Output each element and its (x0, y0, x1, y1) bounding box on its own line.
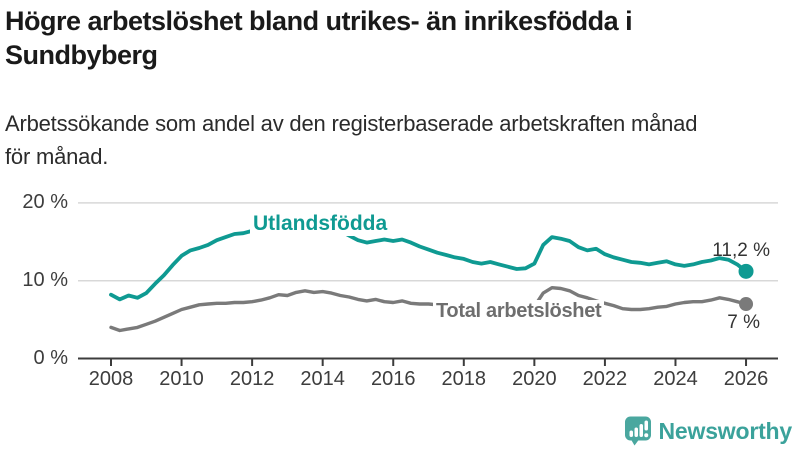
end-value-label-utlandsfodda: 11,2 % (712, 240, 770, 261)
series-end-dot-1 (739, 297, 754, 312)
series-end-dots (738, 263, 754, 312)
series-label-total-arbetsloshet: Total arbetslöshet (433, 300, 605, 323)
x-tick-label: 2024 (653, 368, 698, 390)
x-tick-label: 2010 (159, 368, 204, 390)
y-tick-label: 0 % (33, 347, 68, 369)
x-tick-label: 2014 (300, 368, 345, 390)
y-tick-label: 10 % (22, 269, 68, 292)
chart-subtitle: Arbetssökande som andel av den registerb… (5, 107, 797, 173)
x-tick-label: 2012 (229, 368, 275, 390)
x-tick-label: 2026 (723, 368, 769, 390)
page-title: Högre arbetslöshet bland utrikes- än inr… (5, 4, 797, 72)
end-value-label-total: 7 % (727, 312, 760, 333)
x-axis (78, 357, 778, 366)
subtitle-line-1: Arbetssökande som andel av den registerb… (5, 111, 698, 136)
subtitle-line-2: för månad. (5, 144, 109, 169)
x-tick-label: 2018 (441, 368, 487, 390)
title-line-2: Sundbyberg (5, 40, 158, 70)
x-tick-label: 2008 (88, 368, 134, 390)
series-line-0 (109, 223, 748, 302)
y-tick-label: 20 % (22, 191, 68, 214)
gridlines (78, 202, 778, 282)
x-tick-label: 2016 (370, 368, 416, 390)
series-end-dot-0 (738, 263, 754, 279)
title-line-1: Högre arbetslöshet bland utrikes- än inr… (5, 6, 633, 36)
bar-chart-speech-bubble-icon (624, 416, 651, 446)
newsworthy-logo: Newsworthy (624, 416, 792, 446)
x-tick-label: 2022 (582, 368, 628, 390)
series-label-utlandsfodda: Utlandsfödda (250, 212, 391, 236)
x-tick-label: 2020 (512, 368, 557, 390)
series-line-1 (109, 286, 748, 333)
brand-name: Newsworthy (658, 417, 793, 444)
data-series-lines (109, 223, 748, 333)
